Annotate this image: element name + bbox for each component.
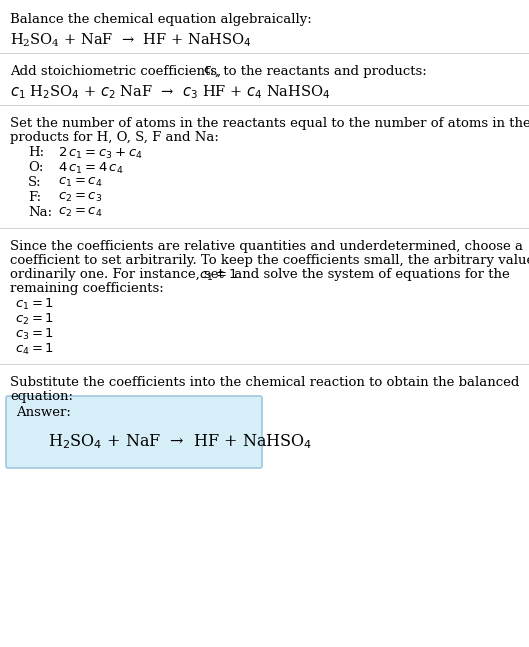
Text: $c_2 = c_3$: $c_2 = c_3$: [58, 191, 102, 204]
FancyBboxPatch shape: [6, 396, 262, 468]
Text: $c_1 = 1$: $c_1 = 1$: [15, 297, 54, 312]
Text: $4\,c_1 = 4\,c_4$: $4\,c_1 = 4\,c_4$: [58, 161, 124, 176]
Text: Answer:: Answer:: [16, 406, 71, 419]
Text: Since the coefficients are relative quantities and underdetermined, choose a: Since the coefficients are relative quan…: [10, 240, 523, 253]
Text: $2\,c_1 = c_3 + c_4$: $2\,c_1 = c_3 + c_4$: [58, 146, 143, 161]
Text: $c_4 = 1$: $c_4 = 1$: [15, 342, 54, 357]
Text: , to the reactants and products:: , to the reactants and products:: [215, 65, 427, 78]
Text: H$_2$SO$_4$ + NaF  →  HF + NaHSO$_4$: H$_2$SO$_4$ + NaF → HF + NaHSO$_4$: [48, 432, 312, 451]
Text: $c_2 = 1$: $c_2 = 1$: [15, 312, 54, 327]
Text: Set the number of atoms in the reactants equal to the number of atoms in the: Set the number of atoms in the reactants…: [10, 117, 529, 130]
Text: O:: O:: [28, 161, 43, 174]
Text: remaining coefficients:: remaining coefficients:: [10, 282, 164, 295]
Text: $c_2 = c_4$: $c_2 = c_4$: [58, 206, 103, 219]
Text: coefficient to set arbitrarily. To keep the coefficients small, the arbitrary va: coefficient to set arbitrarily. To keep …: [10, 254, 529, 267]
Text: ordinarily one. For instance, set: ordinarily one. For instance, set: [10, 268, 228, 281]
Text: $c_i$: $c_i$: [203, 65, 215, 78]
Text: H:: H:: [28, 146, 44, 159]
Text: Na:: Na:: [28, 206, 52, 219]
Text: products for H, O, S, F and Na:: products for H, O, S, F and Na:: [10, 131, 219, 144]
Text: $c_1$ H$_2$SO$_4$ + $c_2$ NaF  →  $c_3$ HF + $c_4$ NaHSO$_4$: $c_1$ H$_2$SO$_4$ + $c_2$ NaF → $c_3$ HF…: [10, 83, 331, 101]
Text: $c_1 = 1$: $c_1 = 1$: [199, 268, 238, 283]
Text: Substitute the coefficients into the chemical reaction to obtain the balanced: Substitute the coefficients into the che…: [10, 376, 519, 389]
Text: Add stoichiometric coefficients,: Add stoichiometric coefficients,: [10, 65, 225, 78]
Text: $c_1 = c_4$: $c_1 = c_4$: [58, 176, 103, 189]
Text: $\mathregular{H_2SO_4}$ + NaF  →  HF + NaHSO$_4$: $\mathregular{H_2SO_4}$ + NaF → HF + NaH…: [10, 31, 252, 49]
Text: and solve the system of equations for the: and solve the system of equations for th…: [230, 268, 510, 281]
Text: F:: F:: [28, 191, 41, 204]
Text: $c_3 = 1$: $c_3 = 1$: [15, 327, 54, 342]
Text: S:: S:: [28, 176, 42, 189]
Text: equation:: equation:: [10, 390, 73, 403]
Text: Balance the chemical equation algebraically:: Balance the chemical equation algebraica…: [10, 13, 312, 26]
